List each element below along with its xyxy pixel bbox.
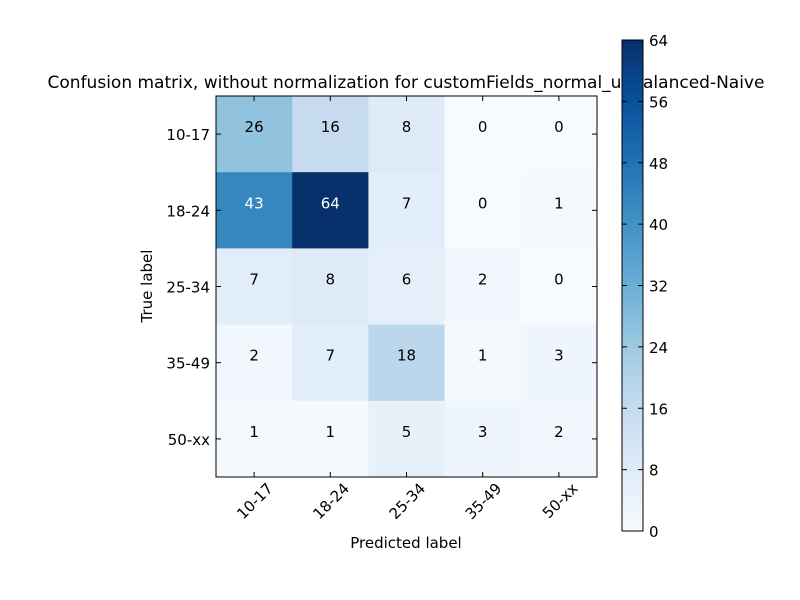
heatmap-cell: [216, 400, 293, 478]
cell-value-label: 16: [321, 118, 340, 136]
y-tick-label: 10-17: [166, 126, 210, 144]
x-tick-label: 50-xx: [539, 479, 582, 522]
cell-value-label: 1: [478, 347, 488, 365]
colorbar-tick-label: 56: [649, 93, 668, 111]
cell-value-label: 7: [402, 194, 412, 212]
heatmap-cell: [368, 172, 446, 249]
chart-title: Confusion matrix, without normalization …: [48, 73, 765, 93]
cell-value-label: 18: [397, 347, 416, 365]
heatmap-cell: [368, 248, 446, 326]
heatmap-cell: [292, 248, 369, 326]
heatmap-cell: [368, 324, 446, 402]
heatmap-cell: [368, 400, 446, 478]
x-axis-label: Predicted label: [350, 534, 461, 552]
x-tick-label: 10-17: [233, 479, 277, 523]
heatmap-cell: [520, 96, 598, 173]
y-tick-label: 35-49: [166, 355, 210, 373]
heatmap-cell: [520, 248, 598, 326]
heatmap-cell: [520, 324, 598, 402]
colorbar-ticks: 0 8 16 24 32 40 48 56 64: [622, 32, 668, 541]
colorbar-tick-label: 32: [649, 278, 668, 296]
cell-value-label: 3: [554, 347, 564, 365]
heatmap-cell: [216, 324, 293, 402]
colorbar-tick-label: 8: [649, 462, 659, 480]
cell-value-label: 2: [554, 423, 564, 441]
cell-value-label: 43: [245, 194, 264, 212]
heatmap-cell: [520, 400, 598, 478]
heatmap-cell: [216, 96, 293, 173]
heatmap-cell: [444, 172, 522, 249]
colorbar-tick-label: 48: [649, 155, 668, 173]
cell-value-label: 1: [249, 423, 259, 441]
heatmap-cell: [216, 248, 293, 326]
colorbar-tick-label: 24: [649, 339, 668, 357]
heatmap-cell: [444, 324, 522, 402]
cell-value-label: 0: [554, 271, 564, 289]
heatmap-cell: [292, 172, 369, 249]
cell-value-label: 1: [326, 423, 336, 441]
y-tick-label: 18-24: [166, 202, 210, 220]
x-tick-label: 35-49: [462, 479, 506, 523]
heatmap-cell: [216, 172, 293, 249]
colorbar-tick-label: 64: [649, 32, 668, 50]
cell-value-label: 7: [326, 347, 336, 365]
heatmap-cell: [520, 172, 598, 249]
heatmap-cell: [444, 400, 522, 478]
x-tick-label: 25-34: [386, 479, 430, 523]
y-axis-ticks: 10-17 18-24 25-34 35-49 50-xx: [166, 126, 597, 449]
cell-value-label: 64: [321, 194, 340, 212]
y-tick-label: 50-xx: [168, 431, 210, 449]
heatmap-cell: [292, 400, 369, 478]
cell-value-label: 26: [245, 118, 264, 136]
cell-value-label: 1: [554, 194, 564, 212]
cell-value-label: 0: [478, 118, 488, 136]
cell-value-label: 0: [478, 194, 488, 212]
heatmap-cells: 26 16 8 0 0 43 64 7 0 1 7 8 6 2 0 2 7 18 1 3 1 1 5 3 2: [216, 96, 598, 478]
cell-value-label: 8: [326, 271, 336, 289]
colorbar-tick-label: 16: [649, 400, 668, 418]
cell-value-label: 8: [402, 118, 412, 136]
heatmap-cell: [292, 324, 369, 402]
heatmap-cell: [444, 96, 522, 173]
x-tick-label: 18-24: [309, 479, 353, 523]
heatmap-cell: [444, 248, 522, 326]
colorbar-tick-label: 0: [649, 523, 659, 541]
heatmap-cell: [368, 96, 446, 173]
cell-value-label: 5: [402, 423, 412, 441]
colorbar-tick-label: 40: [649, 216, 668, 234]
cell-value-label: 7: [249, 271, 259, 289]
y-tick-label: 25-34: [166, 279, 210, 297]
cell-value-label: 2: [478, 271, 488, 289]
cell-value-label: 3: [478, 423, 488, 441]
y-axis-label: True label: [138, 250, 156, 324]
cell-value-label: 0: [554, 118, 564, 136]
cell-value-label: 6: [402, 271, 412, 289]
heatmap-cell: [292, 96, 369, 173]
cell-value-label: 2: [249, 347, 259, 365]
